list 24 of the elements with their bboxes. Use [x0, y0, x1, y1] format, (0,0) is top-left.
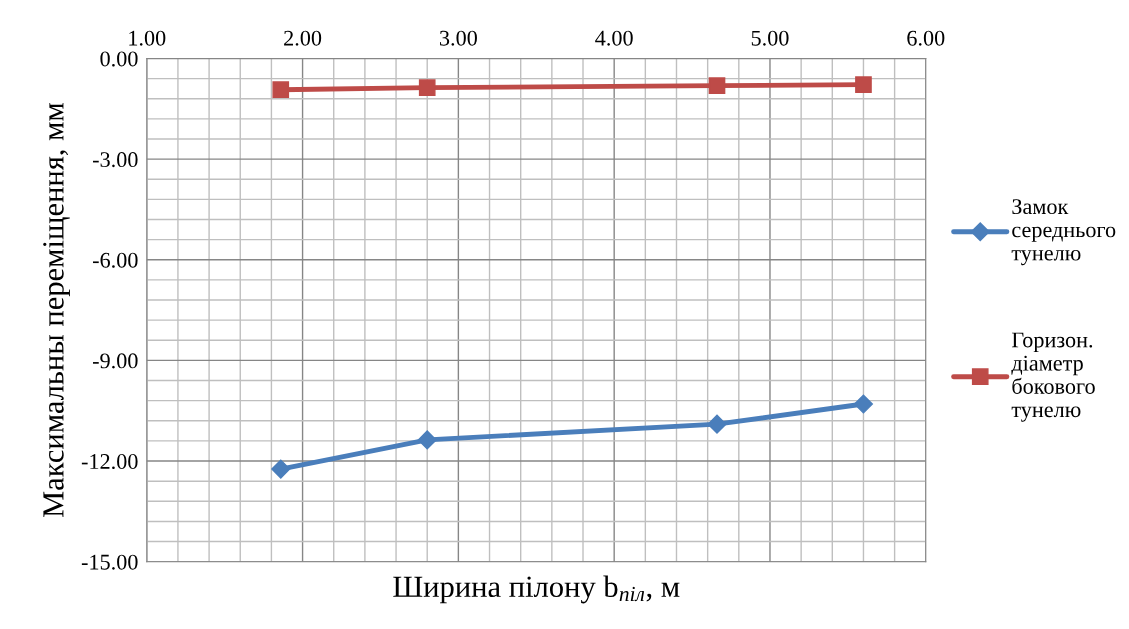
x-tick-label: 1.00	[129, 30, 166, 46]
point	[418, 79, 436, 97]
legend-label: Замок середнього тунелю	[1011, 199, 1116, 266]
legend-label: Горизон. діаметр бокового тунелю	[1011, 332, 1095, 422]
y-tick-label: -12.00	[81, 453, 138, 470]
point	[708, 77, 726, 95]
x-axis-title: Ширина пілону b$_{піл}$, м	[393, 575, 680, 604]
point	[272, 81, 290, 99]
point	[271, 459, 291, 479]
point	[853, 394, 873, 414]
x-tick-label: 6.00	[907, 30, 945, 46]
x-tick-label: 4.00	[595, 30, 633, 46]
y-tick-label: -9.00	[92, 353, 138, 369]
y-tick-label: 0.00	[100, 51, 138, 67]
point	[417, 430, 437, 450]
y-tick-label: -15.00	[81, 554, 138, 570]
y-tick-label: -6.00	[92, 252, 138, 268]
x-tick-label: 2.00	[284, 30, 322, 46]
x-tick-label: 3.00	[439, 30, 477, 46]
y-tick-label: -3.00	[92, 152, 138, 168]
y-axis-title: Максимальны переміщення, мм	[43, 102, 70, 518]
point	[855, 76, 872, 93]
point	[707, 414, 727, 434]
x-tick-label: 5.00	[751, 30, 789, 46]
